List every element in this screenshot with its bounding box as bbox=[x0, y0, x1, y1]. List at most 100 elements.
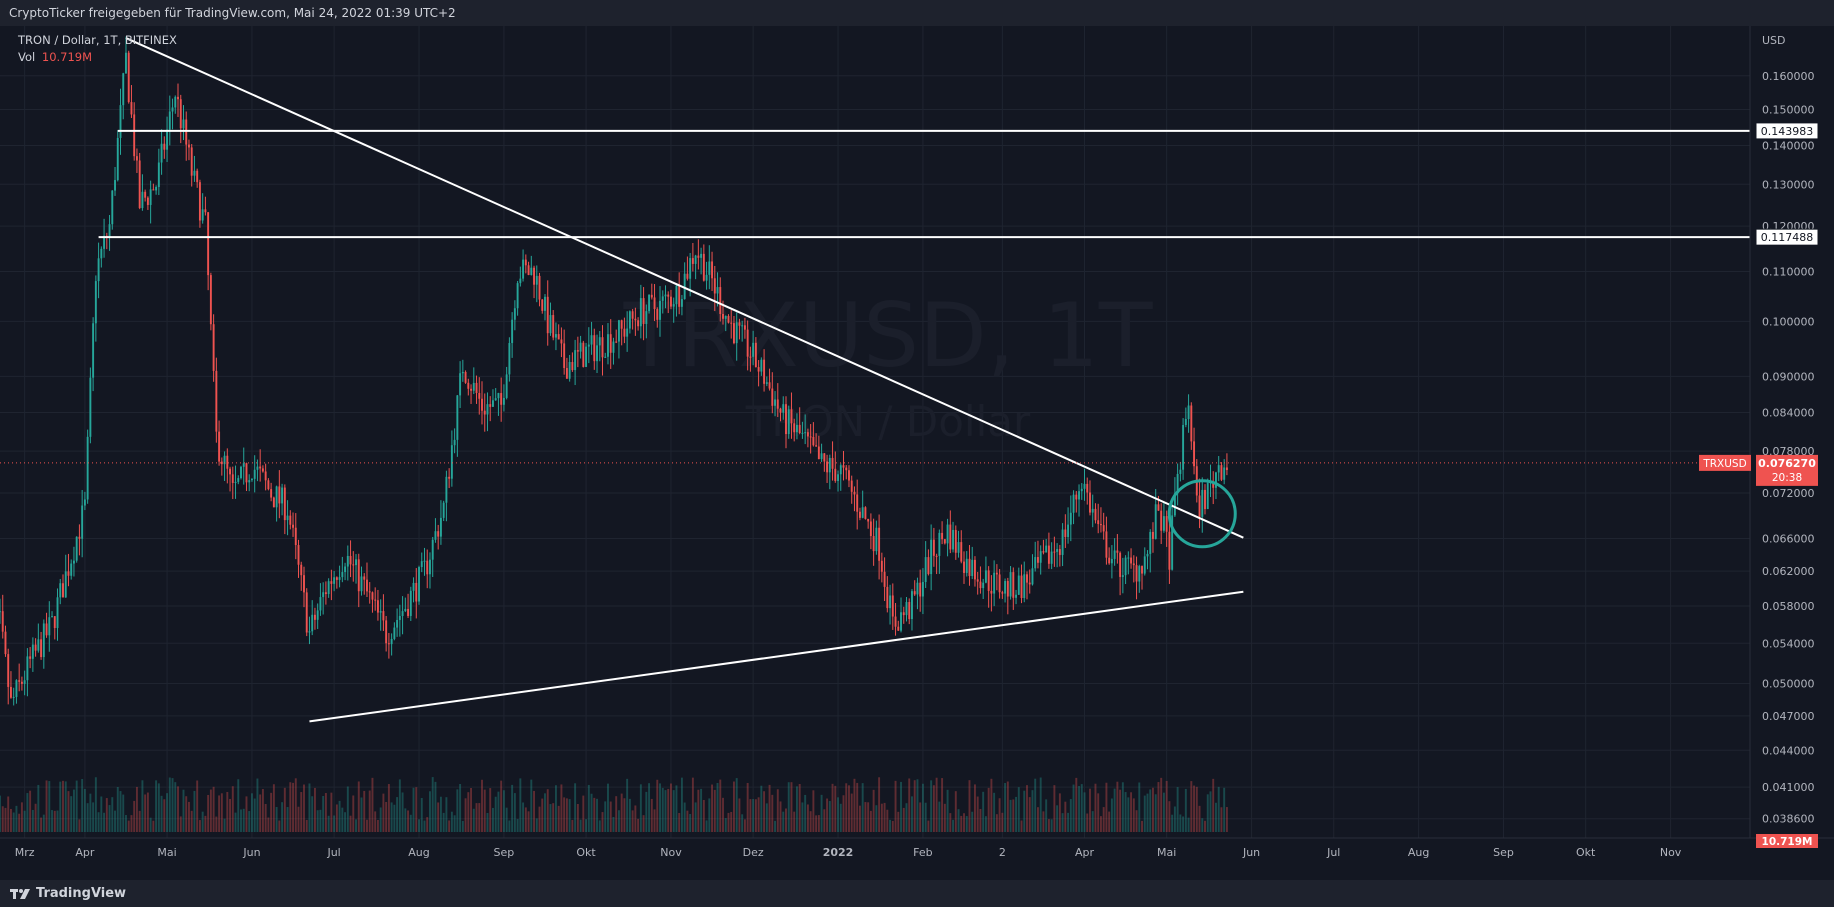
volume-bar bbox=[1064, 801, 1067, 832]
volume-bar bbox=[1091, 811, 1094, 832]
volume-bar bbox=[1110, 798, 1113, 832]
volume-bar bbox=[376, 820, 379, 832]
volume-bar bbox=[776, 789, 779, 832]
candle-body bbox=[615, 341, 618, 343]
candle-body bbox=[486, 404, 489, 415]
candle-body bbox=[979, 581, 982, 589]
candle-body bbox=[1179, 469, 1182, 474]
candle-body bbox=[467, 382, 470, 389]
volume-bar bbox=[1154, 794, 1157, 832]
volume-bar bbox=[708, 798, 711, 832]
candle-body bbox=[250, 478, 253, 481]
candle-body bbox=[135, 156, 138, 161]
candle-body bbox=[1067, 524, 1070, 537]
candle-body bbox=[774, 399, 776, 406]
volume-bar bbox=[1028, 797, 1031, 832]
volume-bar bbox=[1165, 780, 1168, 832]
candle-body bbox=[500, 393, 503, 405]
volume-bar bbox=[809, 811, 812, 832]
footer-bar: TradingView bbox=[0, 880, 1834, 907]
symbol-title[interactable]: TRON / Dollar, 1T, BITFINEX bbox=[18, 33, 177, 47]
brand-text: TradingView bbox=[36, 886, 127, 901]
price-tick-label: 0.072000 bbox=[1762, 487, 1815, 500]
time-tick-label: Aug bbox=[1408, 846, 1429, 859]
candle-body bbox=[878, 527, 881, 561]
candle-body bbox=[464, 372, 467, 383]
volume-bar bbox=[489, 788, 492, 832]
candle-body bbox=[1132, 563, 1135, 566]
candle-body bbox=[40, 639, 43, 658]
candle-body bbox=[352, 564, 355, 566]
candle-body bbox=[1026, 574, 1028, 583]
candle-body bbox=[946, 524, 949, 544]
candle-body bbox=[420, 561, 423, 568]
volume-bar bbox=[804, 794, 807, 832]
volume-bar bbox=[401, 792, 404, 832]
candle-body bbox=[81, 505, 84, 539]
candle-body bbox=[220, 461, 223, 465]
candle-body bbox=[259, 466, 262, 469]
volume-bar bbox=[196, 780, 199, 832]
candle-body bbox=[653, 297, 656, 310]
candle-body bbox=[407, 608, 410, 616]
volume-bar bbox=[335, 804, 338, 832]
volume-bar bbox=[497, 791, 500, 832]
candle-body bbox=[1190, 405, 1193, 442]
volume-bar bbox=[774, 820, 776, 832]
volume-bar bbox=[946, 789, 949, 832]
candle-body bbox=[544, 296, 546, 311]
candle-body bbox=[341, 572, 344, 578]
chart-area[interactable]: TRXUSD, 1T TRON / Dollar USD 0.038600 0.0… bbox=[0, 26, 1834, 880]
volume-bar bbox=[585, 819, 588, 832]
candle-body bbox=[111, 190, 114, 225]
volume-bar bbox=[294, 778, 297, 832]
volume-bar bbox=[533, 790, 535, 832]
time-tick-label: Dez bbox=[743, 846, 764, 859]
volume-bar bbox=[423, 820, 426, 832]
volume-bar bbox=[204, 815, 207, 832]
price-tick-label: 0.110000 bbox=[1762, 266, 1815, 279]
candle-body bbox=[1206, 483, 1209, 510]
volume-bar bbox=[305, 819, 308, 832]
candle-body bbox=[1162, 516, 1165, 531]
candle-body bbox=[943, 539, 946, 544]
volume-bar bbox=[324, 793, 327, 832]
volume-bar bbox=[1034, 778, 1037, 832]
volume-bar bbox=[1009, 799, 1012, 832]
candle-body bbox=[103, 235, 106, 249]
volume-legend[interactable]: Vol 10.719M bbox=[18, 50, 92, 64]
candle-body bbox=[1215, 472, 1217, 488]
candle-body bbox=[456, 395, 459, 440]
volume-bar bbox=[155, 780, 158, 832]
candle-body bbox=[502, 397, 505, 405]
candle-body bbox=[303, 575, 305, 593]
candle-body bbox=[1119, 552, 1122, 577]
volume-bar bbox=[245, 796, 248, 832]
candle-body bbox=[538, 275, 541, 300]
symbol-legend[interactable]: TRON / Dollar, 1T, BITFINEX bbox=[18, 33, 177, 47]
volume-label: Vol bbox=[18, 50, 36, 64]
volume-bar bbox=[1020, 820, 1023, 832]
candle-body bbox=[656, 309, 659, 320]
candle-body bbox=[355, 559, 357, 566]
candle-body bbox=[541, 299, 544, 311]
candle-body bbox=[264, 471, 267, 481]
volume-bar bbox=[448, 820, 451, 832]
price-chart[interactable]: TRXUSD, 1T TRON / Dollar USD 0.038600 0.0… bbox=[0, 26, 1834, 880]
candle-body bbox=[585, 346, 588, 367]
volume-bar bbox=[349, 815, 352, 832]
volume-bar bbox=[122, 794, 125, 832]
volume-bar bbox=[31, 809, 34, 832]
price-axis-unit: USD bbox=[1762, 34, 1786, 47]
candle-body bbox=[305, 592, 308, 633]
candle-body bbox=[771, 388, 774, 406]
volume-bar bbox=[1072, 784, 1075, 832]
volume-bar bbox=[831, 783, 834, 832]
candle-body bbox=[152, 189, 155, 191]
candle-body bbox=[535, 275, 538, 285]
volume-bar bbox=[7, 796, 10, 832]
candle-body bbox=[763, 359, 766, 384]
last-price-badge-bg bbox=[1756, 454, 1818, 486]
volume-bar bbox=[722, 797, 724, 832]
tradingview-logo[interactable]: TradingView bbox=[10, 886, 126, 901]
